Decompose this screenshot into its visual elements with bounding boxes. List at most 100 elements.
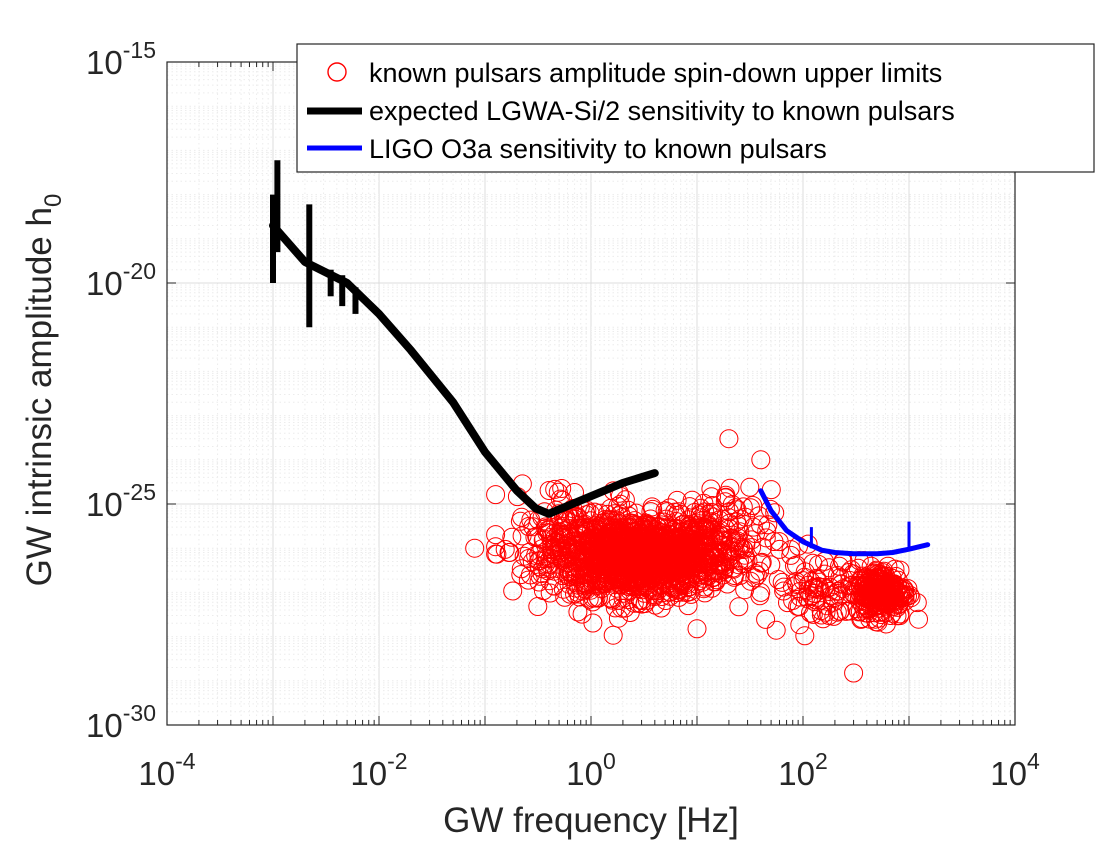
pulsar-point (785, 556, 804, 576)
x-tick-label-exponent: 4 (1027, 748, 1040, 774)
pulsar-point (713, 527, 733, 547)
pulsar-point (795, 567, 814, 587)
x-tick-label-base: 10 (990, 755, 1027, 792)
pulsar-point (562, 564, 582, 584)
pulsar-point (637, 529, 657, 549)
pulsar-point (806, 568, 826, 588)
pulsar-point (687, 619, 707, 639)
pulsar-point (604, 563, 623, 583)
pulsar-point (682, 520, 701, 540)
pulsar-point (520, 565, 540, 585)
pulsar-point (789, 597, 809, 616)
pulsar-point (676, 543, 696, 563)
pulsar-point (645, 595, 665, 615)
pulsar-point (652, 544, 672, 564)
legend-label-lgwa: expected LGWA-Si/2 sensitivity to known … (369, 96, 955, 126)
pulsar-point (688, 516, 708, 536)
pulsar-point (616, 560, 636, 580)
pulsar-point (638, 520, 658, 540)
pulsar-point (640, 518, 660, 538)
pulsar-point (535, 517, 555, 537)
sensitivity-line-ligo (758, 488, 931, 557)
pulsar-point (807, 570, 827, 589)
pulsar-point (857, 589, 877, 609)
pulsar-point (568, 602, 588, 622)
pulsar-point (840, 576, 860, 596)
pulsar-point (570, 544, 589, 564)
pulsar-point (875, 566, 895, 586)
pulsar-point (608, 608, 628, 628)
x-tick-label-exponent: 0 (603, 748, 616, 774)
x-tick-label-exponent: -2 (387, 748, 407, 774)
y-tick-label: 10-15 (86, 37, 156, 81)
pulsar-point (544, 576, 564, 596)
pulsar-point (605, 504, 625, 524)
pulsar-point (646, 565, 665, 584)
pulsar-point (628, 533, 648, 553)
pulsar-point (716, 487, 736, 507)
y-tick-label-exponent: -15 (123, 37, 156, 63)
pulsar-point (683, 556, 703, 576)
pulsar-point (602, 561, 622, 581)
pulsar-point (695, 502, 715, 522)
pulsar-point (594, 517, 613, 537)
pulsar-point (514, 546, 534, 566)
pulsar-point (678, 549, 698, 569)
pulsar-point (519, 542, 539, 562)
pulsar-point (795, 626, 815, 646)
pulsar-point (519, 549, 539, 568)
pulsar-point (865, 597, 885, 616)
pulsar-point (581, 571, 601, 591)
pulsar-point (628, 593, 648, 613)
pulsar-point (553, 579, 573, 599)
x-tick-label: 102 (778, 748, 828, 792)
pulsar-point (636, 554, 656, 574)
pulsar-point (844, 663, 864, 683)
pulsar-point (770, 539, 789, 559)
pulsar-point (612, 524, 632, 544)
pulsar-point (781, 545, 801, 565)
pulsar-point (711, 530, 731, 550)
pulsar-point (820, 577, 840, 597)
pulsar-point (671, 572, 691, 592)
pulsar-point (503, 581, 523, 601)
x-tick-label-base: 10 (138, 755, 175, 792)
x-tick-label: 104 (990, 748, 1040, 792)
pulsar-point (530, 566, 550, 586)
pulsar-point (719, 429, 739, 449)
pulsar-point (486, 525, 506, 545)
pulsar-point (604, 550, 624, 570)
pulsar-point (721, 529, 741, 549)
pulsar-point (655, 542, 675, 561)
pulsar-point (805, 592, 824, 612)
pulsar-point (626, 546, 646, 566)
pulsar-point (686, 518, 706, 538)
pulsar-point (829, 581, 849, 601)
pulsar-point (743, 496, 763, 515)
y-tick-label: 10-20 (86, 258, 156, 302)
pulsar-point (643, 532, 663, 552)
pulsar-point (465, 538, 485, 558)
y-tick-label: 10-30 (86, 700, 156, 744)
legend-marker-pulsars (327, 62, 347, 82)
pulsar-point (811, 605, 831, 625)
pulsar-point (607, 561, 627, 581)
pulsar-point (594, 546, 614, 566)
x-axis-label: GW frequency [Hz] (443, 801, 739, 840)
y-tick-label: 10-25 (86, 479, 156, 523)
pulsar-point (591, 579, 611, 599)
pulsar-point (751, 515, 770, 535)
pulsar-point (602, 590, 622, 610)
pulsar-point (570, 560, 590, 580)
pulsar-point (720, 478, 740, 498)
pulsar-point (644, 585, 664, 605)
pulsar-point (772, 572, 792, 592)
pulsar-point (839, 563, 859, 582)
pulsar-point (898, 579, 918, 599)
pulsar-point (585, 502, 605, 522)
pulsar-point (740, 477, 760, 497)
y-tick-label-exponent: -20 (123, 258, 156, 284)
legend-label-pulsars: known pulsars amplitude spin-down upper … (369, 58, 942, 88)
